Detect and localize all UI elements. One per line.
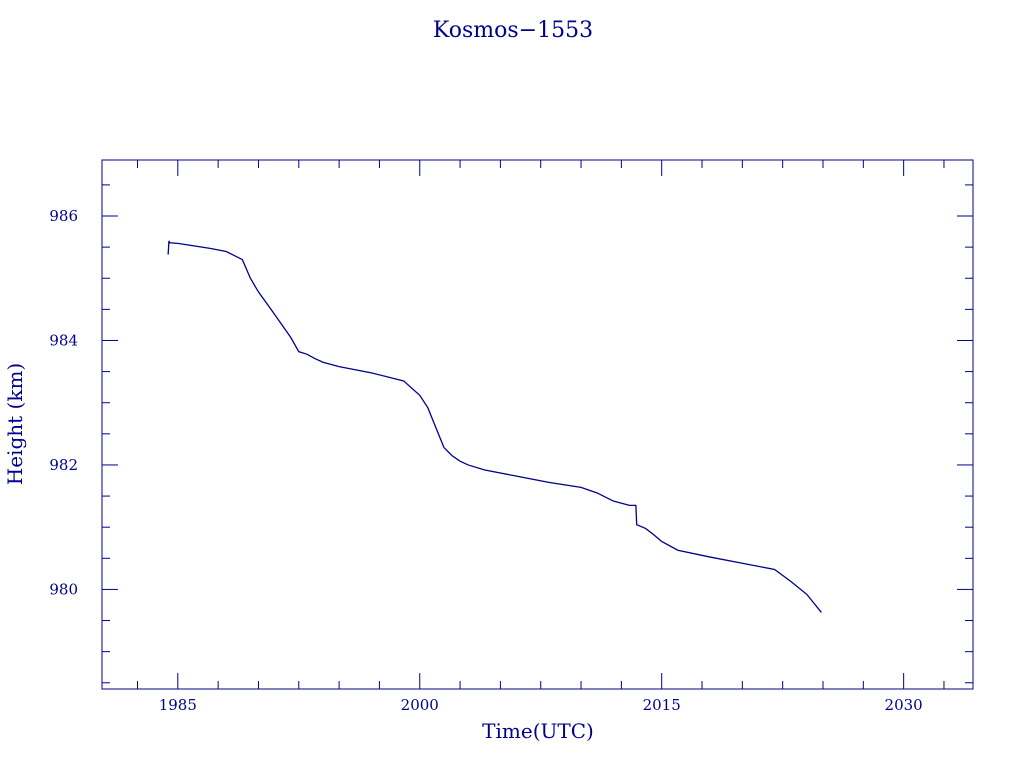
x-tick-label: 2030 [885, 696, 923, 714]
chart-title: Kosmos−1553 [433, 18, 593, 43]
axis-ticks [102, 160, 973, 689]
y-tick-label: 986 [49, 207, 78, 225]
y-tick-label: 980 [49, 580, 78, 598]
x-tick-label: 1985 [159, 696, 197, 714]
plot-frame [101, 159, 974, 690]
x-tick-label: 2015 [643, 696, 681, 714]
y-tick-label: 984 [49, 331, 78, 349]
tick-labels: 1985 2000 2015 2030 980 982 984 986 [49, 207, 922, 714]
y-axis-label: Height (km) [3, 363, 27, 485]
x-axis-label: Time(UTC) [482, 719, 594, 743]
series-line-height [167, 240, 822, 613]
y-tick-label: 982 [49, 456, 78, 474]
x-tick-label: 2000 [401, 696, 439, 714]
